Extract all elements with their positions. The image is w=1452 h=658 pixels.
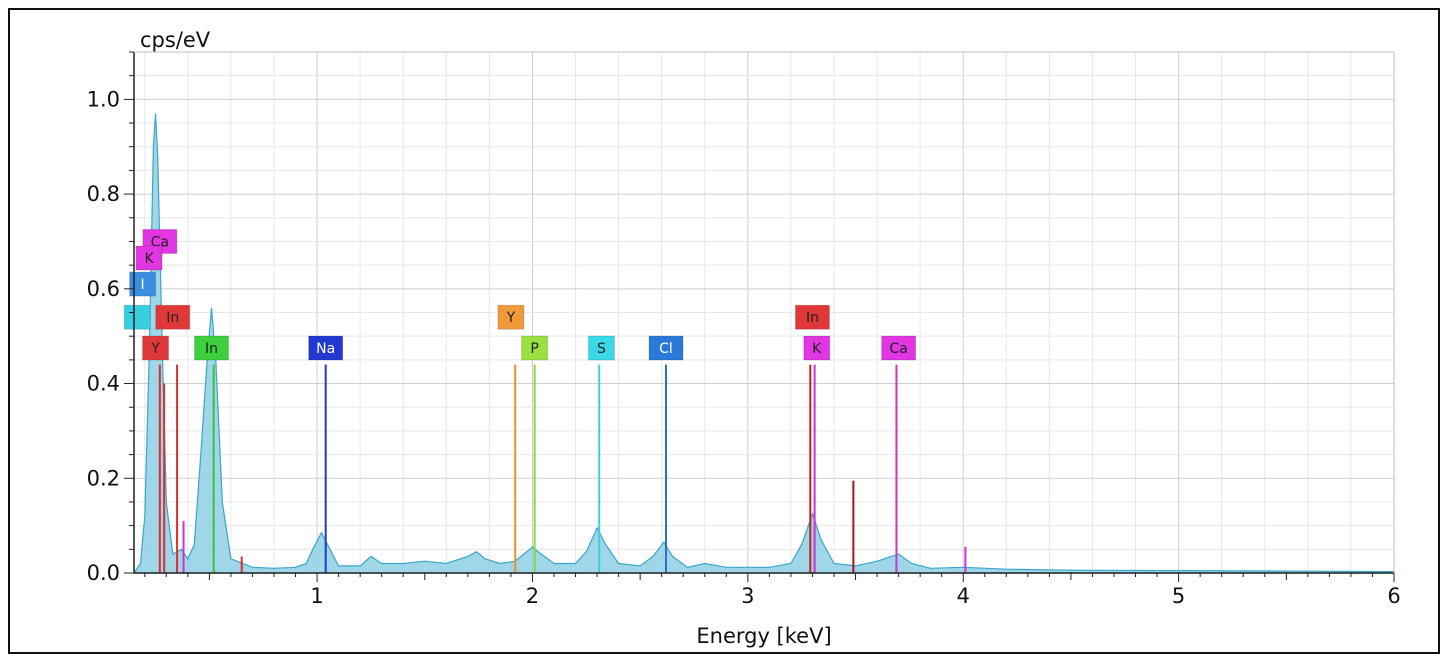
element-lines-layer [158,364,967,573]
element-label-box [521,335,549,361]
element-label-box [142,335,170,361]
element-label-text: Cl [659,341,673,357]
x-tick-label: 1 [310,584,323,608]
y-tick-label: 1.0 [87,87,120,111]
element-label-box [497,304,525,330]
element-label-text: Y [506,310,516,326]
spectrum-area [132,113,1395,574]
y-tick-label: 0.2 [87,466,120,490]
element-label-box [194,335,230,361]
x-axis-title: Energy [keV] [696,624,831,648]
element-label-box [794,304,830,330]
element-label-text: S [597,341,606,357]
element-label-text: In [166,310,179,326]
element-label-text: P [530,341,538,357]
element-label-box [803,335,831,361]
spectrum-layer [132,113,1395,574]
y-tick-label: 0.4 [87,372,120,396]
element-label-text: I [141,277,145,293]
x-tick-label: 4 [957,584,970,608]
element-label-box [881,335,917,361]
element-label-text: K [144,251,154,267]
x-tick-label: 2 [526,584,539,608]
element-label-box [123,304,151,330]
element-label-text: In [806,310,819,326]
x-tick-label: 5 [1172,584,1185,608]
x-tick-label: 3 [741,584,754,608]
x-tick-label: 6 [1387,584,1400,608]
element-label-text: Ca [889,341,907,357]
element-label-box [135,245,163,271]
element-label-box [648,335,684,361]
y-axis-title: cps/eV [140,28,211,52]
element-label-text: K [812,341,822,357]
element-label-box [155,304,191,330]
element-label-box [587,335,615,361]
element-label-box [308,335,344,361]
element-label-text: Y [150,341,160,357]
y-tick-label: 0.6 [87,277,120,301]
element-label-text: Na [316,341,335,357]
y-tick-label: 0.0 [87,561,120,585]
chart-grid [134,51,1395,574]
element-label-text: In [205,341,218,357]
axes: 0.0 0.2 0.4 0.6 0.8 1.0 1 2 3 4 5 6 [87,51,1401,608]
y-tick-label: 0.8 [87,182,120,206]
